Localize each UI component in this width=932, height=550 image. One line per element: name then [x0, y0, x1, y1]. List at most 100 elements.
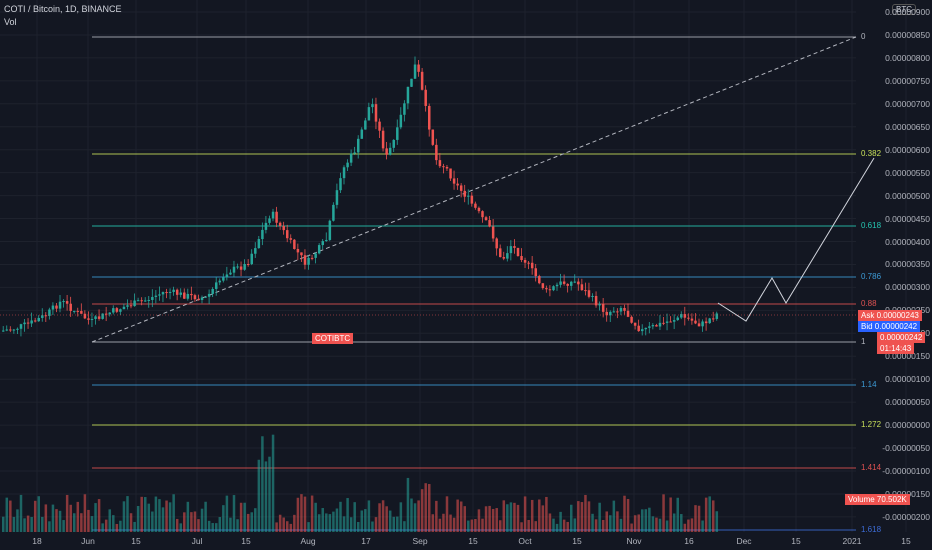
candle-body: [403, 103, 406, 115]
candle-body: [715, 313, 719, 319]
volume-bar: [587, 501, 591, 532]
candle-body: [112, 308, 115, 313]
candle-body: [307, 257, 310, 265]
volume-bar: [598, 502, 601, 532]
time-axis-label: 2021: [842, 536, 862, 546]
candle-body: [41, 315, 44, 318]
volume-bar: [530, 499, 534, 532]
volume-bar: [51, 504, 55, 532]
volume-bar: [19, 494, 23, 532]
candle-body: [119, 309, 122, 312]
volume-bar: [683, 523, 687, 532]
volume-bar: [332, 511, 335, 532]
candle-body: [126, 305, 129, 307]
price-axis-label: 0.00000900: [885, 7, 930, 17]
volume-bar: [239, 502, 243, 532]
volume-bar: [236, 519, 239, 532]
volume-bar: [243, 502, 246, 532]
volume-bar: [33, 500, 37, 532]
volume-bar: [637, 514, 640, 532]
candle-body: [431, 129, 435, 145]
candle-body: [534, 268, 537, 277]
candle-body: [80, 311, 83, 314]
candle-body: [648, 326, 651, 328]
candle-body: [545, 288, 548, 290]
price-axis-label: -0.00000150: [858, 489, 930, 499]
candle-body: [193, 295, 197, 300]
candle-body: [87, 318, 90, 320]
volume-bar: [648, 507, 651, 532]
volume-bar: [346, 498, 349, 532]
volume-bar: [65, 494, 69, 532]
volume-bar: [374, 517, 378, 532]
candle-body: [278, 222, 282, 226]
volume-bar: [293, 514, 296, 532]
candle-body: [62, 301, 65, 303]
candle-body: [51, 305, 55, 310]
candle-body: [516, 247, 520, 257]
volume-bar: [712, 500, 715, 532]
price-axis-label: -0.00000200: [882, 511, 930, 522]
candle-body: [94, 316, 97, 319]
candle-body: [712, 318, 715, 320]
volume-bar: [271, 434, 275, 532]
candle-body: [200, 297, 204, 300]
volume-bar: [339, 501, 342, 532]
candle-body: [349, 153, 353, 163]
volume-bar: [353, 502, 356, 532]
volume-bar: [619, 518, 623, 532]
fib-level-label: 0: [861, 32, 866, 41]
time-axis-label: 15: [468, 536, 478, 546]
candle-body: [477, 207, 481, 212]
price-axis-label: 0.00000500: [885, 190, 930, 201]
volume-bar: [687, 519, 690, 532]
candle-body: [697, 323, 701, 327]
volume-bar: [580, 502, 584, 532]
price-axis-label: 0.00000350: [885, 259, 930, 270]
volume-bar: [16, 509, 19, 532]
volume-bar: [428, 484, 431, 532]
volume-bar: [41, 516, 44, 532]
last-price-tag: 0.00000242: [877, 332, 926, 343]
candle-body: [5, 329, 9, 331]
countdown-tag: 01:14:43: [877, 343, 915, 354]
volume-bar: [680, 514, 683, 532]
volume-bar: [300, 494, 303, 532]
chart-header: COTI / Bitcoin, 1D, BINANCE Vol: [4, 3, 122, 29]
volume-bar: [371, 521, 374, 532]
volume-bar: [520, 522, 523, 532]
volume-bar: [463, 506, 466, 532]
candle-body: [332, 204, 335, 221]
candle-body: [396, 127, 399, 140]
volume-bar: [591, 513, 594, 532]
price-axis-label: 0.00000750: [885, 75, 930, 86]
volume-bar: [715, 511, 719, 532]
candle-body: [694, 320, 697, 324]
candle-body: [587, 290, 591, 297]
candle-body: [300, 252, 303, 256]
volume-bar: [325, 513, 328, 532]
volume-bar: [140, 496, 143, 532]
volume-bar: [534, 521, 537, 532]
time-axis-label: Jun: [81, 536, 95, 546]
candle-body: [229, 272, 232, 275]
volume-bar: [108, 509, 111, 532]
volume-bar: [378, 503, 381, 532]
candle-body: [399, 114, 403, 128]
volume-bar: [122, 501, 126, 532]
candle-body: [19, 324, 23, 329]
candle-body: [708, 318, 711, 324]
symbol-title[interactable]: COTI / Bitcoin, 1D, BINANCE: [4, 4, 122, 14]
volume-bar: [690, 518, 694, 532]
volume-bar: [655, 517, 658, 532]
candle-body: [633, 322, 637, 326]
time-axis-label: Jul: [191, 536, 203, 546]
volume-legend[interactable]: Vol: [4, 17, 17, 27]
currency-badge[interactable]: BTC: [892, 4, 916, 15]
volume-bar: [310, 495, 314, 532]
price-axis-label: 0.00000550: [885, 167, 930, 178]
volume-bar: [559, 511, 562, 532]
time-axis-label: 17: [361, 536, 371, 546]
volume-bar: [254, 508, 257, 532]
